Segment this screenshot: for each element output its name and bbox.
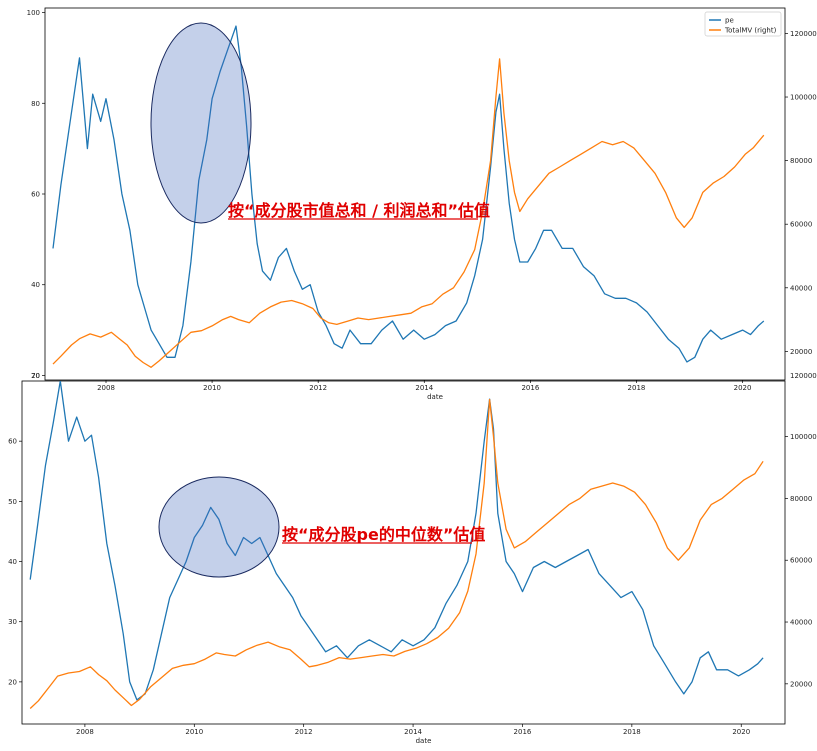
top-right-tick-label: 100000 bbox=[790, 94, 817, 102]
bottom-right-tick-label: 40000 bbox=[790, 619, 812, 627]
top-right-tick-label: 60000 bbox=[790, 221, 812, 229]
bottom-highlight-ellipse bbox=[158, 476, 280, 578]
top-annotation-text: 按“成分股市值总和 / 利润总和”估值 bbox=[228, 201, 490, 220]
bottom-left-tick-label: 50 bbox=[8, 498, 17, 506]
top-chart-panel: 2008 2010 2012 2014 2016 2018 2020 date 20 40 60 80… bbox=[27, 7, 817, 401]
top-left-tick-label: 80 bbox=[31, 100, 40, 108]
bottom-x-tick-label: 2018 bbox=[623, 728, 641, 736]
top-left-tick-label: 100 bbox=[27, 9, 40, 17]
legend-box bbox=[704, 11, 782, 37]
bottom-plot-frame bbox=[21, 380, 786, 725]
top-right-tick-label: 40000 bbox=[790, 284, 812, 292]
bottom-right-tick-label: 20000 bbox=[790, 680, 812, 688]
top-right-extra-tick-label: 120000 bbox=[790, 372, 817, 380]
top-x-tick-label: 2016 bbox=[521, 384, 539, 392]
bottom-x-axis-label: date bbox=[416, 737, 432, 745]
bottom-chart-panel: 2008 2010 2012 2014 2016 2018 2020 date 20 30 40 50… bbox=[8, 380, 817, 745]
top-x-tick-label: 2010 bbox=[203, 384, 221, 392]
top-x-tick-label: 2012 bbox=[309, 384, 327, 392]
bottom-x-tick-label: 2020 bbox=[732, 728, 750, 736]
top-right-tick-label: 120000 bbox=[790, 30, 817, 38]
top-left-tick-label: 20 bbox=[31, 372, 40, 380]
top-totalmv-series-line bbox=[52, 58, 765, 368]
top-pe-series-line bbox=[52, 25, 765, 363]
bottom-pe-series-line bbox=[29, 381, 764, 701]
top-x-tick-label: 2018 bbox=[628, 384, 646, 392]
bottom-x-tick-label: 2008 bbox=[76, 728, 94, 736]
top-right-tick-label: 80000 bbox=[790, 157, 812, 165]
bottom-x-tick-label: 2016 bbox=[514, 728, 532, 736]
bottom-x-tick-label: 2014 bbox=[404, 728, 422, 736]
bottom-x-tick-label: 2012 bbox=[295, 728, 313, 736]
bottom-left-tick-label: 30 bbox=[8, 618, 17, 626]
top-highlight-ellipse bbox=[150, 22, 252, 224]
bottom-left-tick-label: 40 bbox=[8, 558, 17, 566]
top-left-tick-label: 40 bbox=[31, 281, 40, 289]
top-left-extra-tick-label: 70 bbox=[31, 372, 40, 380]
legend-entry-0: pe bbox=[725, 17, 734, 25]
legend-entry-1: TotalMV (right) bbox=[724, 27, 777, 35]
top-right-tick-label: 20000 bbox=[790, 348, 812, 356]
bottom-totalmv-series-line bbox=[29, 398, 764, 709]
bottom-annotation-text: 按“成分股pe的中位数”估值 bbox=[282, 525, 485, 544]
top-x-axis-label: date bbox=[427, 393, 443, 401]
bottom-right-tick-label: 100000 bbox=[790, 433, 817, 441]
bottom-right-tick-label: 60000 bbox=[790, 557, 812, 565]
bottom-left-tick-label: 20 bbox=[8, 678, 17, 686]
bottom-left-tick-label: 60 bbox=[8, 438, 17, 446]
top-x-tick-label: 2008 bbox=[97, 384, 115, 392]
bottom-right-tick-label: 80000 bbox=[790, 495, 812, 503]
top-x-tick-label: 2014 bbox=[415, 384, 433, 392]
bottom-x-tick-label: 2010 bbox=[185, 728, 203, 736]
top-left-tick-label: 60 bbox=[31, 191, 40, 199]
top-x-tick-label: 2020 bbox=[734, 384, 752, 392]
